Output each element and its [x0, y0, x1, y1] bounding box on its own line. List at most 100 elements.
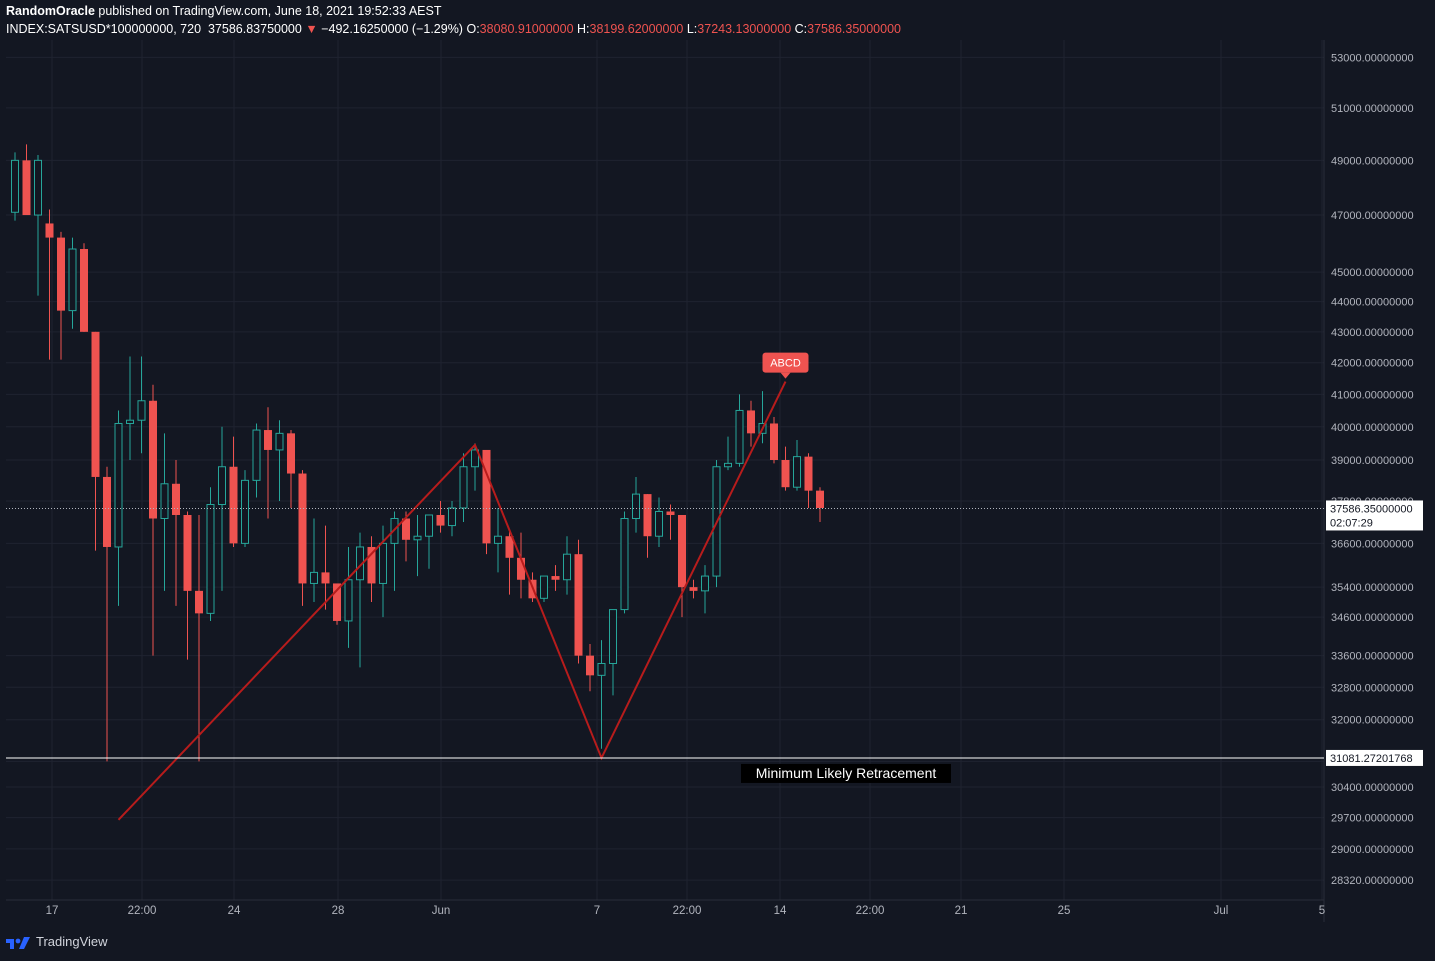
candle-body-down	[666, 511, 675, 515]
low-label: L:	[686, 22, 698, 36]
candle-body-down	[678, 514, 686, 588]
candle-body-down	[149, 400, 157, 519]
candle-body-up	[620, 518, 629, 611]
low-value: 37243.13000000	[697, 22, 792, 36]
y-tick-label: 34600.00000000	[1331, 612, 1414, 624]
footer: TradingView	[6, 934, 108, 949]
candle-body-up	[448, 507, 456, 527]
candle-body-down	[80, 249, 88, 332]
candle-body-down	[816, 490, 824, 508]
y-tick-label: 33600.00000000	[1331, 651, 1414, 663]
candle-body-up	[563, 553, 571, 581]
candle-body-down	[264, 430, 272, 450]
x-tick-label: 22:00	[128, 905, 157, 917]
candle-body-up	[275, 432, 284, 451]
chart-area[interactable]: 53000.00000000 51000.00000000 49000.000000…	[6, 40, 1435, 922]
y-tick-label: 41000.00000000	[1331, 389, 1414, 401]
abcd-label-box	[762, 352, 809, 373]
candle-body-up	[114, 422, 123, 548]
candle-body-up	[724, 462, 732, 468]
change-value: −492.16250000 (−1.29%)	[321, 22, 463, 36]
candle-body-down	[45, 223, 54, 238]
candle-body-down	[333, 583, 341, 621]
y-tick-label: 42000.00000000	[1331, 358, 1414, 370]
y-tick-label: 53000.00000000	[1331, 52, 1414, 64]
candle-body-up	[68, 248, 77, 312]
x-tick-label: 22:00	[673, 905, 702, 917]
chart-header: RandomOracle published on TradingView.co…	[0, 0, 1435, 40]
support-price-label: 31081.27201768	[1330, 753, 1413, 765]
candle-body-down	[57, 237, 65, 311]
x-tick-label: 22:00	[856, 905, 885, 917]
candle-body-down	[482, 449, 491, 544]
x-tick-label: 17	[46, 905, 59, 917]
abcd-label-pointer	[780, 372, 791, 379]
y-tick-label: 40000.00000000	[1331, 422, 1414, 434]
candle-body-up	[735, 409, 744, 464]
candle-body-down	[551, 576, 560, 580]
high-value: 38199.62000000	[589, 22, 684, 36]
y-tick-label: 51000.00000000	[1331, 103, 1414, 115]
y-tick-label: 36600.00000000	[1331, 538, 1414, 550]
candle-body-down	[103, 476, 111, 547]
candle-body-down	[172, 483, 180, 515]
candle-body-down	[517, 557, 525, 580]
candle-body-up	[540, 575, 548, 599]
candle-body-down	[770, 423, 778, 460]
candle-body-down	[298, 473, 307, 584]
y-tick-label: 29700.00000000	[1331, 813, 1414, 825]
open-label: O:	[466, 22, 480, 36]
ohlc-line: INDEX:SATSUSD*100000000, 720 37586.83750…	[6, 22, 901, 36]
support-annotation-box	[741, 763, 951, 783]
tradingview-logo-icon[interactable]	[6, 935, 32, 949]
high-label: H:	[577, 22, 590, 36]
y-tick-label: 39000.00000000	[1331, 455, 1414, 467]
candle-body-down	[574, 554, 583, 656]
candle-body-up	[218, 466, 226, 506]
plot-background	[6, 40, 1324, 900]
candle-body-up	[206, 504, 215, 614]
candle-body-up	[310, 571, 318, 584]
y-tick-label: 32800.00000000	[1331, 682, 1414, 694]
candle-body-down	[747, 410, 755, 434]
x-tick-label: 5	[1319, 905, 1325, 917]
candle-body-up	[425, 514, 433, 537]
close-value: 37586.35000000	[807, 22, 901, 36]
open-value: 38080.91000000	[479, 22, 574, 36]
y-tick-label: 47000.00000000	[1331, 210, 1414, 222]
published-text: published on TradingView.com, June 18, 2…	[98, 4, 442, 18]
last-price-tag	[1326, 500, 1423, 531]
support-annotation-text[interactable]: Minimum Likely Retracement	[756, 765, 937, 781]
candle-body-up	[471, 449, 479, 468]
candle-body-down	[804, 456, 813, 491]
candle-body-down	[195, 590, 203, 614]
symbol-label[interactable]: INDEX:SATSUSD*100000000, 720	[6, 22, 202, 36]
abcd-pattern-line[interactable]	[117, 381, 787, 821]
candle-body-down	[402, 518, 410, 540]
x-tick-label: 7	[594, 905, 600, 917]
candle-body-up	[241, 479, 249, 544]
y-tick-label: 49000.00000000	[1331, 155, 1414, 167]
candle-body-up	[126, 419, 134, 424]
x-tick-label: 25	[1058, 905, 1071, 917]
candle-body-up	[701, 575, 709, 592]
publisher-name[interactable]: RandomOracle	[6, 4, 95, 18]
candle-body-down	[229, 466, 238, 544]
candle-body-up	[793, 456, 801, 488]
candle-body-up	[494, 535, 502, 544]
candle-body-down	[436, 514, 445, 526]
candlestick-chart[interactable]: 53000.00000000 51000.00000000 49000.000000…	[6, 40, 1435, 922]
candle-body-up	[11, 159, 19, 213]
tradingview-brand[interactable]: TradingView	[36, 934, 108, 949]
candle-body-down	[586, 655, 594, 676]
x-tick-label: 24	[228, 905, 241, 917]
y-tick-label: 45000.00000000	[1331, 267, 1414, 279]
x-tick-label: 14	[774, 905, 787, 917]
abcd-label-text[interactable]: ABCD	[770, 358, 801, 370]
y-tick-label: 35400.00000000	[1331, 582, 1414, 594]
candle-body-down	[22, 160, 31, 216]
y-tick-label: 30400.00000000	[1331, 782, 1414, 794]
y-tick-label: 32000.00000000	[1331, 715, 1414, 727]
candle-body-up	[413, 535, 422, 541]
candle-body-down	[781, 459, 790, 488]
